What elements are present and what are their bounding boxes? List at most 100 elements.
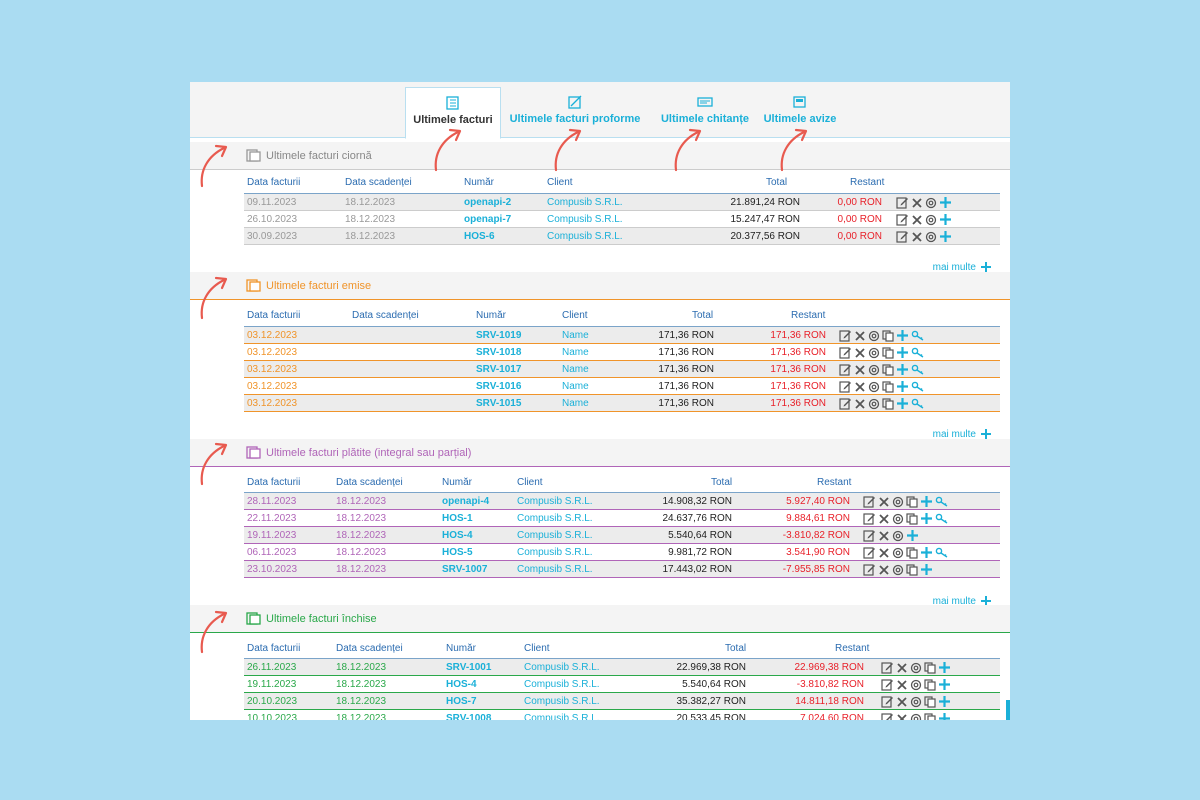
delete-icon[interactable] — [911, 214, 923, 226]
table-row[interactable]: 19.11.2023 18.12.2023 HOS-4 Compusib S.R.L.… — [244, 527, 1000, 544]
cell-client[interactable]: Name — [562, 364, 589, 375]
edit-icon[interactable] — [881, 695, 894, 708]
table-row[interactable]: 19.11.2023 18.12.2023 HOS-4 Compusib S.R.L.… — [244, 676, 1000, 693]
cell-client[interactable]: Compusib S.R.L. — [547, 197, 623, 208]
edit-icon[interactable] — [896, 230, 909, 243]
cell-client[interactable]: Name — [562, 398, 589, 409]
delete-icon[interactable] — [896, 696, 908, 708]
add-payment-icon[interactable] — [896, 363, 909, 376]
edit-icon[interactable] — [863, 512, 876, 525]
delete-icon[interactable] — [878, 564, 890, 576]
edit-icon[interactable] — [896, 213, 909, 226]
cell-number[interactable]: SRV-1001 — [446, 662, 492, 673]
scrollbar-thumb[interactable] — [1006, 700, 1010, 720]
delete-icon[interactable] — [854, 347, 866, 359]
email-icon[interactable] — [892, 564, 904, 576]
cell-number[interactable]: openapi-7 — [464, 214, 512, 225]
table-row[interactable]: 03.12.2023 SRV-1018 Name 171,36 RON 171,36 R… — [244, 344, 1000, 361]
key-icon[interactable] — [935, 547, 949, 559]
cell-client[interactable]: Compusib S.R.L. — [517, 530, 593, 541]
table-row[interactable]: 26.10.2023 18.12.2023 openapi-7 Compusib S.… — [244, 211, 1000, 228]
table-row[interactable]: 26.11.2023 18.12.2023 SRV-1001 Compusib S.R… — [244, 659, 1000, 676]
copy-icon[interactable] — [882, 380, 894, 393]
email-icon[interactable] — [868, 347, 880, 359]
table-row[interactable]: 09.11.2023 18.12.2023 openapi-2 Compusib S.… — [244, 194, 1000, 211]
tab-ultimele-chitante[interactable]: Ultimele chitanțe — [652, 87, 758, 139]
email-icon[interactable] — [868, 381, 880, 393]
cell-number[interactable]: SRV-1016 — [476, 381, 522, 392]
email-icon[interactable] — [910, 713, 922, 721]
cell-number[interactable]: SRV-1017 — [476, 364, 522, 375]
tab-ultimele-avize[interactable]: Ultimele avize — [762, 87, 838, 139]
add-payment-icon[interactable] — [906, 529, 919, 542]
cell-client[interactable]: Compusib S.R.L. — [524, 713, 600, 720]
copy-icon[interactable] — [906, 563, 918, 576]
key-icon[interactable] — [911, 381, 925, 393]
add-payment-icon[interactable] — [896, 397, 909, 410]
delete-icon[interactable] — [911, 197, 923, 209]
cell-number[interactable]: HOS-7 — [446, 696, 477, 707]
copy-icon[interactable] — [882, 329, 894, 342]
key-icon[interactable] — [911, 347, 925, 359]
more-link[interactable]: mai multe — [933, 595, 992, 607]
copy-icon[interactable] — [906, 546, 918, 559]
more-link[interactable]: mai multe — [933, 261, 992, 273]
email-icon[interactable] — [868, 330, 880, 342]
cell-number[interactable]: HOS-4 — [446, 679, 477, 690]
cell-client[interactable]: Compusib S.R.L. — [517, 564, 593, 575]
delete-icon[interactable] — [878, 496, 890, 508]
cell-client[interactable]: Name — [562, 347, 589, 358]
table-row[interactable]: 06.11.2023 18.12.2023 HOS-5 Compusib S.R.L.… — [244, 544, 1000, 561]
table-row[interactable]: 03.12.2023 SRV-1017 Name 171,36 RON 171,36 R… — [244, 361, 1000, 378]
cell-number[interactable]: HOS-6 — [464, 231, 495, 242]
table-row[interactable]: 30.09.2023 18.12.2023 HOS-6 Compusib S.R.L.… — [244, 228, 1000, 245]
email-icon[interactable] — [910, 679, 922, 691]
cell-client[interactable]: Compusib S.R.L. — [524, 696, 600, 707]
delete-icon[interactable] — [911, 231, 923, 243]
cell-number[interactable]: HOS-1 — [442, 513, 473, 524]
cell-number[interactable]: SRV-1018 — [476, 347, 522, 358]
cell-number[interactable]: SRV-1019 — [476, 330, 522, 341]
edit-icon[interactable] — [896, 196, 909, 209]
delete-icon[interactable] — [854, 381, 866, 393]
add-payment-icon[interactable] — [896, 380, 909, 393]
key-icon[interactable] — [911, 330, 925, 342]
add-payment-icon[interactable] — [939, 196, 952, 209]
more-link[interactable]: mai multe — [933, 428, 992, 440]
email-icon[interactable] — [892, 496, 904, 508]
cell-number[interactable]: SRV-1007 — [442, 564, 488, 575]
add-payment-icon[interactable] — [920, 563, 933, 576]
delete-icon[interactable] — [878, 513, 890, 525]
add-payment-icon[interactable] — [920, 546, 933, 559]
email-icon[interactable] — [925, 197, 937, 209]
add-payment-icon[interactable] — [938, 678, 951, 691]
cell-client[interactable]: Name — [562, 330, 589, 341]
key-icon[interactable] — [911, 364, 925, 376]
delete-icon[interactable] — [896, 679, 908, 691]
delete-icon[interactable] — [896, 662, 908, 674]
email-icon[interactable] — [925, 214, 937, 226]
cell-client[interactable]: Compusib S.R.L. — [547, 231, 623, 242]
edit-icon[interactable] — [839, 363, 852, 376]
edit-icon[interactable] — [881, 661, 894, 674]
email-icon[interactable] — [910, 662, 922, 674]
copy-icon[interactable] — [924, 661, 936, 674]
email-icon[interactable] — [868, 364, 880, 376]
add-payment-icon[interactable] — [938, 712, 951, 720]
tab-ultimele-facturi-proforme[interactable]: Ultimele facturi proforme — [508, 87, 642, 139]
add-payment-icon[interactable] — [896, 329, 909, 342]
add-payment-icon[interactable] — [920, 512, 933, 525]
cell-number[interactable]: SRV-1015 — [476, 398, 522, 409]
key-icon[interactable] — [935, 496, 949, 508]
edit-icon[interactable] — [881, 678, 894, 691]
copy-icon[interactable] — [906, 512, 918, 525]
edit-icon[interactable] — [839, 329, 852, 342]
delete-icon[interactable] — [854, 364, 866, 376]
edit-icon[interactable] — [839, 380, 852, 393]
edit-icon[interactable] — [839, 397, 852, 410]
table-row[interactable]: 20.10.2023 18.12.2023 HOS-7 Compusib S.R.L.… — [244, 693, 1000, 710]
add-payment-icon[interactable] — [938, 661, 951, 674]
table-row[interactable]: 23.10.2023 18.12.2023 SRV-1007 Compusib S.R… — [244, 561, 1000, 578]
add-payment-icon[interactable] — [939, 230, 952, 243]
cell-client[interactable]: Compusib S.R.L. — [517, 496, 593, 507]
